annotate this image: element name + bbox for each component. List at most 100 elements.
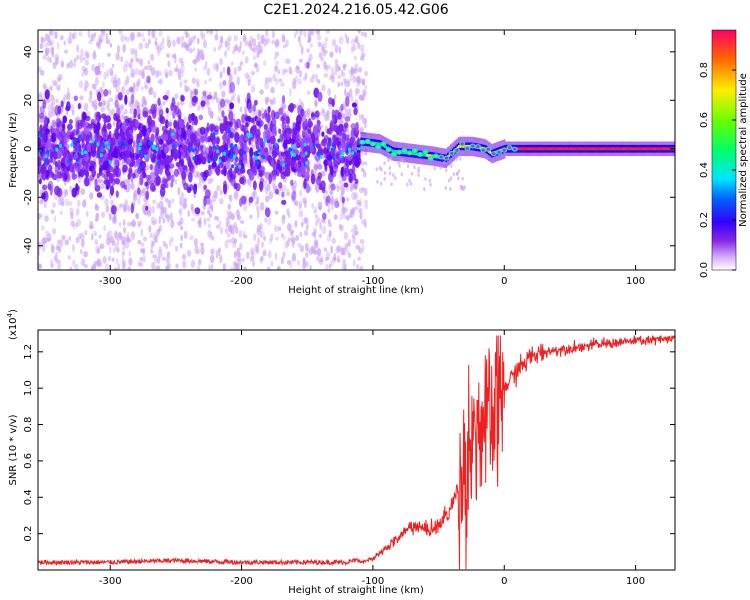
snr-x-label: Height of straight line (km) xyxy=(288,585,424,596)
spectrogram-speckle xyxy=(166,35,171,43)
spectrogram-noise-blob xyxy=(120,181,126,189)
spectrogram-speckle xyxy=(199,49,204,58)
transition-speckle xyxy=(409,181,413,186)
tone-bubble-core xyxy=(471,144,475,148)
spectrogram-x-tick-label: -300 xyxy=(99,276,122,287)
spectrogram-y-tick-label: -20 xyxy=(23,189,34,205)
spectrogram-speckle xyxy=(183,79,188,84)
spectrogram-noise-blob xyxy=(317,163,323,170)
spectrogram-speckle xyxy=(305,252,309,258)
spectrogram-speckle xyxy=(228,225,233,233)
spectrogram-speckle xyxy=(181,253,187,260)
spectrogram-speckle xyxy=(333,69,338,76)
spectrogram-speckle xyxy=(130,68,135,78)
spectrogram-speckle xyxy=(182,205,187,210)
spectrogram-bright-speck xyxy=(73,138,77,143)
spectrogram-speckle xyxy=(157,249,163,258)
spectrogram-speckle xyxy=(76,207,80,216)
spectrogram-speckle xyxy=(174,178,178,185)
spectrogram-speckle xyxy=(165,243,168,250)
spectrogram-speckle xyxy=(364,203,369,210)
transition-speckle xyxy=(444,185,448,190)
spectrogram-bright-speck xyxy=(118,141,122,146)
spectrogram-speckle xyxy=(157,79,162,84)
spectrogram-noise-blob xyxy=(56,187,63,198)
transition-speckle xyxy=(457,169,461,174)
spectrogram-noise-blob xyxy=(276,163,281,170)
spectrogram-noise-blob xyxy=(326,127,332,135)
spectrogram-speckle xyxy=(150,205,156,214)
spectrogram-speckle xyxy=(69,185,72,193)
colorbar-gradient xyxy=(712,30,736,270)
spectrogram-noise-blob xyxy=(159,116,166,125)
spectrogram-speckle xyxy=(351,191,356,201)
spectrogram-speckle xyxy=(121,256,125,266)
spectrogram-speckle xyxy=(153,255,158,264)
spectrogram-speckle xyxy=(130,31,135,41)
transition-speckle xyxy=(388,171,392,176)
spectrogram-speckle xyxy=(253,62,258,69)
spectrogram-noise-blob xyxy=(203,184,207,190)
spectrogram-noise-blob xyxy=(295,120,301,132)
spectrogram-speckle xyxy=(218,81,224,90)
spectrogram-noise-blob xyxy=(155,137,160,146)
spectrogram-bright-speck xyxy=(171,132,175,137)
tone-bubble-core xyxy=(429,157,433,160)
spectrogram-noise-blob xyxy=(298,116,303,123)
spectrogram-speckle xyxy=(42,54,47,60)
spectrogram-bright-speck xyxy=(99,153,103,158)
spectrogram-speckle xyxy=(250,247,255,256)
spectrogram-noise-blob xyxy=(340,103,344,112)
spectrogram-speckle xyxy=(315,184,320,193)
spectrogram-speckle xyxy=(306,224,309,229)
spectrogram-noise-blob xyxy=(250,117,255,123)
transition-speckle xyxy=(417,166,420,171)
tone-core xyxy=(591,147,594,151)
tone-core xyxy=(645,147,648,151)
spectrogram-bright-speck xyxy=(102,144,106,149)
spectrogram-bright-speck xyxy=(107,145,111,150)
spectrogram-speckle xyxy=(39,42,44,50)
spectrogram-speckle xyxy=(254,244,259,253)
spectrogram-noise-blob xyxy=(273,111,280,120)
spectrogram-noise-blob xyxy=(38,112,45,119)
tone-core xyxy=(415,152,418,156)
spectrogram-speckle xyxy=(83,86,87,92)
tone-core xyxy=(598,147,601,151)
spectrogram-speckle xyxy=(333,94,337,101)
tone-core xyxy=(541,147,544,151)
spectrogram-speckle xyxy=(196,172,201,177)
spectrogram-bright-speck xyxy=(38,148,42,153)
tone-core xyxy=(574,147,577,151)
spectrogram-speckle xyxy=(180,192,185,201)
snr-y-tick-label: 0.8 xyxy=(23,417,34,433)
spectrogram-speckle xyxy=(114,243,119,252)
spectrogram-speckle xyxy=(356,75,361,84)
tone-core xyxy=(585,147,588,151)
tone-core xyxy=(551,147,553,151)
spectrogram-bright-speck xyxy=(192,156,196,161)
spectrogram-noise-blob xyxy=(326,154,333,161)
spectrogram-speckle xyxy=(148,225,152,233)
tone-core xyxy=(428,154,430,158)
tone-bubble-core xyxy=(381,142,386,146)
spectrogram-speckle xyxy=(273,65,279,73)
spectrogram-speckle xyxy=(360,31,365,37)
spectrogram-speckle xyxy=(361,243,365,252)
spectrogram-noise-blob xyxy=(267,113,271,124)
spectrogram-speckle xyxy=(266,183,271,192)
spectrogram-noise-blob xyxy=(150,133,155,143)
spectrogram-speckle xyxy=(250,251,255,260)
spectrogram-speckle xyxy=(94,238,98,246)
spectrogram-speckle xyxy=(325,263,329,270)
spectrogram-speckle xyxy=(311,74,316,79)
spectrogram-speckle xyxy=(179,242,183,249)
spectrogram-speckle xyxy=(196,47,200,57)
spectrogram-speckle xyxy=(286,208,290,216)
spectrogram-speckle xyxy=(261,38,264,46)
spectrogram-speckle xyxy=(209,204,214,210)
spectrogram-speckle xyxy=(152,199,157,204)
spectrogram-speckle xyxy=(103,224,106,232)
transition-speckle xyxy=(392,173,395,178)
spectrogram-noise-blob xyxy=(157,97,161,107)
